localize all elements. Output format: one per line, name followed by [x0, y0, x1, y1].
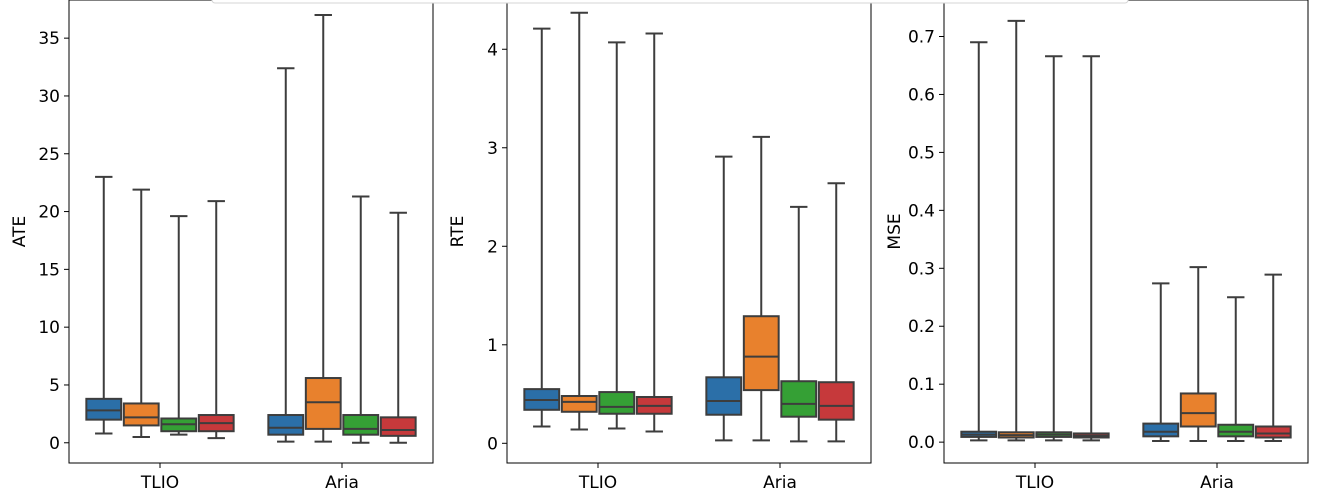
y-axis-label: ATE [10, 216, 30, 247]
plot-frame [506, 0, 872, 464]
y-tick-label: 3 [487, 139, 498, 159]
rte-panel: 0 1 2 3 4 RTE TLIO Aria [448, 0, 872, 493]
box-tlio-2 [560, 11, 598, 431]
y-axis-label: RTE [448, 216, 468, 248]
y-tick-label: 0 [487, 434, 498, 454]
box-aria-4 [817, 182, 855, 443]
box-aria-1 [267, 67, 305, 443]
x-tick-label: TLIO [1015, 473, 1054, 493]
y-tick-label: 4 [487, 40, 498, 60]
y-tick-label: 2 [487, 237, 498, 257]
box-aria-1 [705, 155, 743, 442]
y-tick-label: 0.2 [908, 317, 935, 337]
y-tick-label: 5 [49, 376, 60, 396]
box-tlio-3 [1035, 55, 1073, 442]
box-body [85, 397, 123, 421]
y-tick-label: 20 [38, 203, 60, 223]
box-body [1142, 422, 1180, 438]
x-tick-label: Aria [1200, 473, 1234, 493]
box-aria-1 [1142, 282, 1180, 442]
y-tick-label: 0.1 [908, 375, 935, 395]
box-aria-4 [1254, 273, 1292, 442]
plot-frame [943, 0, 1309, 464]
box-body [267, 414, 305, 436]
box-aria-2 [304, 14, 342, 443]
box-body [379, 416, 417, 437]
y-tick-label: 35 [38, 29, 60, 49]
box-tlio-1 [85, 175, 123, 435]
y-tick-label: 0 [49, 434, 60, 454]
y-tick-label: 10 [38, 318, 60, 338]
box-body [1254, 425, 1292, 439]
y-tick-label: 0.3 [908, 259, 935, 279]
box-tlio-4 [197, 200, 235, 440]
y-tick-label: 0.6 [908, 85, 935, 105]
box-tlio-3 [160, 215, 198, 436]
y-tick-label: 15 [38, 260, 60, 280]
box-aria-3 [1217, 296, 1255, 442]
box-tlio-2 [997, 19, 1035, 442]
x-tick-label: TLIO [578, 473, 617, 493]
box-tlio-1 [960, 41, 998, 442]
box-body [560, 395, 598, 413]
box-aria-2 [742, 135, 780, 442]
y-tick-label: 1 [487, 336, 498, 356]
box-body [742, 315, 780, 392]
box-body [1217, 423, 1255, 438]
y-tick-label: 25 [38, 145, 60, 165]
box-body [705, 376, 743, 416]
box-tlio-2 [122, 188, 160, 438]
x-tick-label: TLIO [140, 473, 179, 493]
box-body [780, 380, 818, 418]
box-body [598, 391, 636, 415]
box-aria-3 [780, 205, 818, 443]
box-tlio-4 [1072, 55, 1110, 442]
box-body [1179, 392, 1217, 428]
box-body [342, 414, 380, 436]
ate-panel: 0 5 10 15 20 25 30 35 ATE TLIO Aria [10, 0, 434, 493]
x-tick-label: Aria [325, 473, 359, 493]
y-tick-label: 0.7 [908, 28, 935, 48]
y-axis-label: MSE [885, 213, 905, 249]
y-tick-label: 0.4 [908, 201, 935, 221]
box-tlio-1 [523, 27, 561, 428]
box-body [122, 402, 160, 427]
mse-panel: 0.0 0.1 0.2 0.3 0.4 0.5 0.6 0.7 MSE TLIO Aria [885, 0, 1309, 493]
box-tlio-3 [598, 41, 636, 430]
plot-frame [68, 0, 434, 464]
y-tick-label: 0.5 [908, 143, 935, 163]
box-aria-4 [379, 211, 417, 444]
legend-box-edge [211, 0, 1129, 4]
y-tick-label: 30 [38, 87, 60, 107]
box-tlio-4 [635, 32, 673, 433]
box-body [304, 377, 342, 430]
box-body [817, 381, 855, 421]
x-tick-label: Aria [763, 473, 797, 493]
box-aria-3 [342, 195, 380, 444]
box-aria-2 [1179, 266, 1217, 442]
y-tick-label: 0.0 [908, 433, 935, 453]
